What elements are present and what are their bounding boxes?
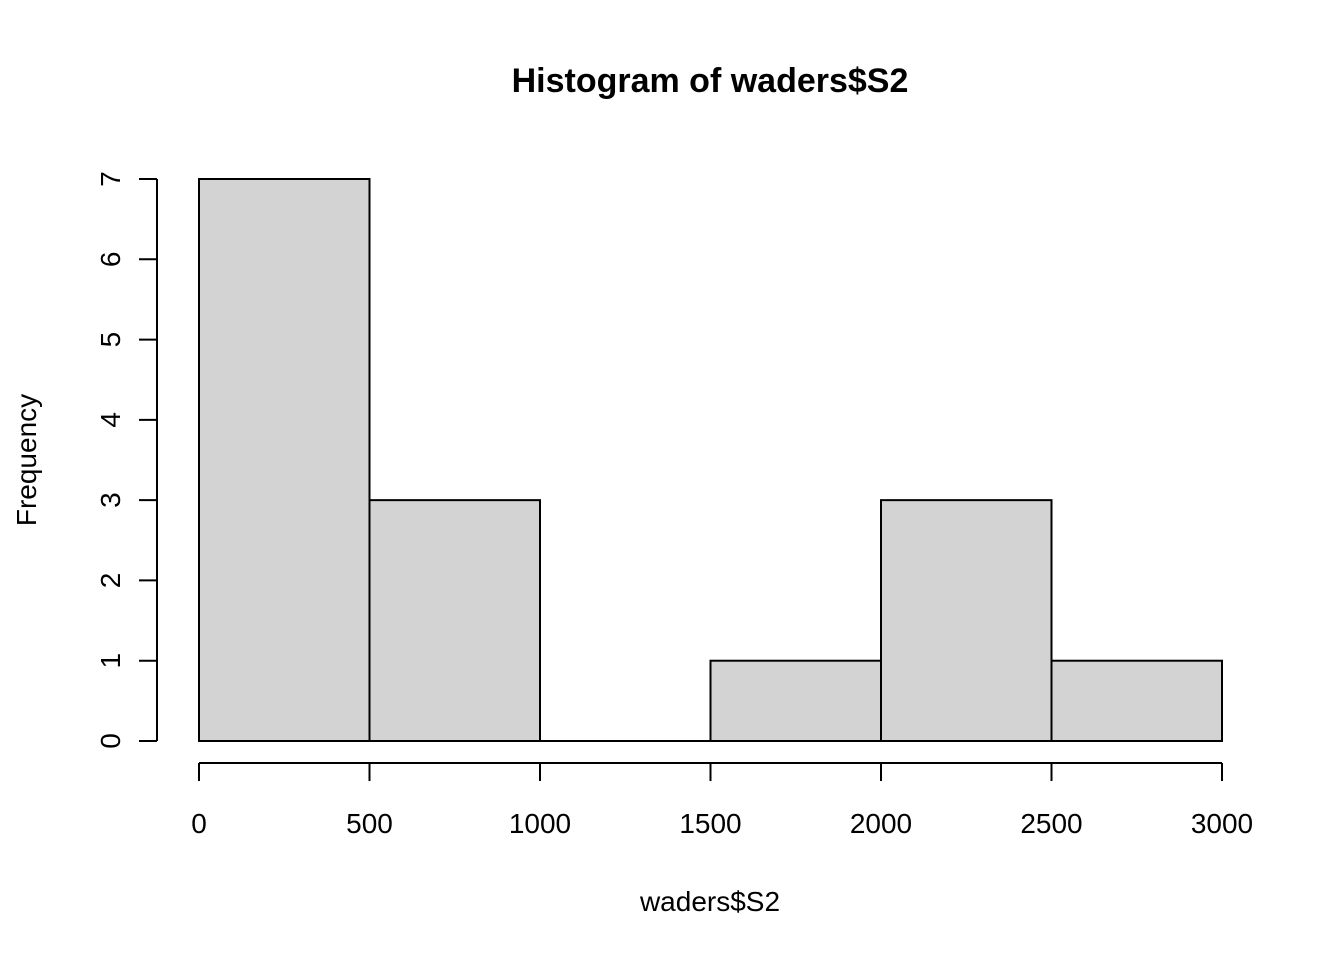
y-axis: 0 1 2 3 4 5 6 7	[95, 171, 158, 749]
x-tick-label: 1500	[679, 808, 741, 839]
x-tick-label: 3000	[1191, 808, 1253, 839]
x-tick-label: 2000	[850, 808, 912, 839]
y-axis-label: Frequency	[11, 394, 42, 526]
histogram-bar-4	[880, 499, 1053, 742]
y-tick-label: 6	[95, 251, 126, 267]
y-tick-label: 0	[95, 733, 126, 749]
y-tick-label: 7	[95, 171, 126, 187]
x-axis-label: waders$S2	[639, 886, 780, 917]
x-axis: 0 500 1000 1500 2000 2500 3000	[191, 762, 1253, 839]
bars-group	[198, 178, 1223, 743]
y-tick-label: 5	[95, 332, 126, 348]
histogram-bar-0	[198, 178, 371, 742]
x-tick-label: 500	[346, 808, 393, 839]
x-tick-label: 0	[191, 808, 207, 839]
x-tick-label: 1000	[509, 808, 571, 839]
histogram-bar-1	[368, 499, 541, 742]
y-tick-label: 1	[95, 653, 126, 669]
y-tick-label: 4	[95, 412, 126, 428]
histogram-bar-3	[709, 659, 882, 743]
y-tick-label: 3	[95, 492, 126, 508]
chart-title: Histogram of waders$S2	[512, 62, 909, 100]
histogram-bar-5	[1050, 659, 1223, 743]
x-tick-label: 2500	[1020, 808, 1082, 839]
y-tick-label: 2	[95, 573, 126, 589]
